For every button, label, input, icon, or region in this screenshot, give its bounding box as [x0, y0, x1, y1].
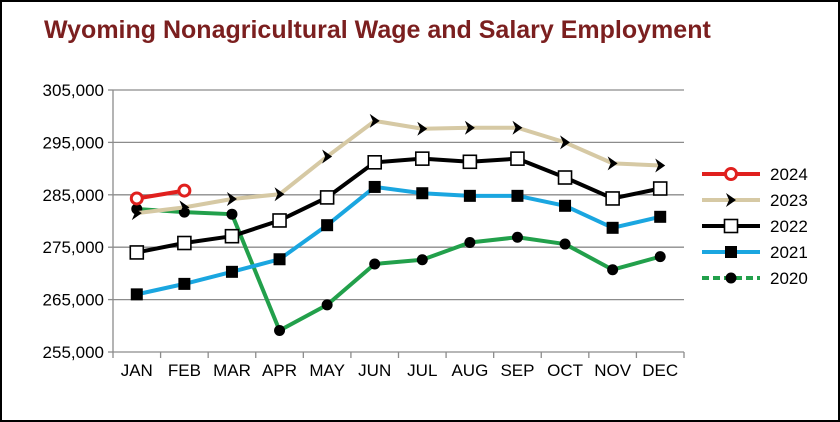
legend-label: 2020 [770, 269, 808, 288]
data-point [510, 151, 525, 166]
data-point [178, 277, 191, 290]
y-tick-label: 305,000 [43, 81, 104, 100]
data-point [654, 251, 666, 263]
y-tick-label: 295,000 [43, 133, 104, 152]
gridlines [113, 89, 684, 301]
data-point [464, 120, 475, 135]
data-point [130, 288, 143, 301]
data-point [129, 245, 145, 260]
data-point [177, 235, 192, 251]
legend: 2024 2023 2022 2021 2020 [702, 165, 808, 288]
data-point [463, 189, 476, 202]
series-2020 [131, 203, 666, 337]
series-lines [129, 113, 668, 337]
series-line-2021 [136, 184, 661, 297]
data-point [414, 151, 430, 166]
data-point [417, 121, 428, 136]
data-point [655, 158, 666, 173]
data-point [129, 191, 144, 206]
x-tick-label: MAY [309, 361, 345, 380]
y-axis-ticks: 255,000 265,000 275,000 285,000 295,000 305,0… [43, 81, 104, 362]
series-2024 [129, 183, 192, 206]
x-tick-label: MAR [213, 361, 251, 380]
x-tick-label: APR [262, 361, 297, 380]
data-point [607, 264, 619, 276]
data-point [226, 191, 237, 206]
series-2021 [130, 180, 667, 301]
data-point [723, 218, 739, 234]
data-point [560, 135, 571, 150]
data-point [369, 258, 381, 270]
data-point [605, 191, 620, 206]
x-tick-label: JAN [121, 361, 153, 380]
data-point [559, 238, 571, 250]
data-point [462, 154, 478, 170]
x-axis-ticks: JAN FEB MAR APR MAY JUN JUL AUG SEP OCT NOV DEC [121, 361, 678, 380]
data-point [224, 228, 240, 244]
chart-title: Wyoming Nonagricultural Wage and Salary … [44, 16, 711, 44]
data-point [654, 210, 667, 223]
data-point [559, 199, 572, 212]
x-tick-label: JUL [407, 361, 437, 380]
series-2023 [131, 113, 666, 221]
axes [108, 89, 685, 358]
data-point [179, 200, 190, 215]
data-point [273, 253, 286, 266]
legend-label: 2024 [770, 165, 808, 184]
y-tick-label: 285,000 [43, 186, 104, 205]
data-point [557, 170, 573, 185]
data-point [416, 187, 429, 200]
x-tick-label: JUN [358, 361, 391, 380]
legend-entry: 2024 [702, 165, 808, 184]
data-point [272, 213, 287, 228]
data-point [725, 272, 737, 284]
legend-entry: 2021 [702, 243, 808, 262]
data-point [177, 183, 192, 198]
series-line-2024 [136, 188, 185, 201]
legend-label: 2023 [770, 191, 808, 210]
data-point [606, 221, 619, 234]
x-tick-label: SEP [500, 361, 534, 380]
data-point [416, 254, 428, 266]
series-line-2020 [136, 206, 661, 333]
data-point [511, 189, 524, 202]
data-point [512, 120, 523, 135]
data-point [226, 208, 238, 220]
data-point [321, 299, 333, 311]
x-tick-label: DEC [642, 361, 678, 380]
y-tick-label: 265,000 [43, 291, 104, 310]
data-point [607, 156, 618, 171]
legend-entry: 2023 [702, 191, 808, 210]
data-point [274, 325, 286, 337]
series-line-2022 [136, 156, 661, 255]
x-tick-label: AUG [451, 361, 488, 380]
data-point [726, 193, 736, 207]
x-tick-label: OCT [547, 361, 583, 380]
data-point [464, 236, 476, 248]
data-point [369, 113, 380, 128]
legend-entry: 2020 [702, 269, 808, 288]
series-line-2023 [136, 118, 661, 216]
data-point [321, 219, 334, 232]
x-tick-label: NOV [594, 361, 632, 380]
legend-label: 2021 [770, 243, 808, 262]
data-point [367, 155, 383, 170]
data-point [225, 265, 238, 278]
data-point [724, 167, 738, 181]
data-point [274, 187, 285, 202]
y-tick-label: 255,000 [43, 343, 104, 362]
data-point [725, 246, 737, 258]
x-tick-label: FEB [168, 361, 201, 380]
series-2022 [129, 151, 668, 260]
data-point [511, 231, 523, 243]
legend-label: 2022 [770, 217, 808, 236]
legend-entry: 2022 [702, 217, 808, 236]
data-point [652, 181, 668, 196]
data-point [368, 180, 381, 193]
data-point [322, 149, 333, 164]
data-point [319, 190, 335, 205]
data-point [131, 206, 142, 221]
y-tick-label: 275,000 [43, 238, 104, 257]
